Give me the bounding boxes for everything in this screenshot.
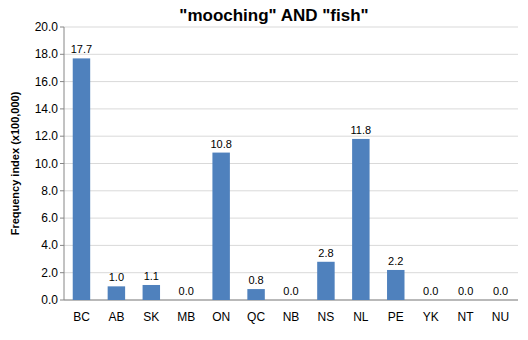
bar: [387, 270, 404, 300]
data-label: 2.8: [318, 247, 333, 259]
data-label: 2.2: [388, 255, 403, 267]
bar: [73, 58, 90, 300]
tick-label: 0.0: [41, 293, 58, 307]
category-label: ON: [212, 310, 230, 324]
data-label: 0.0: [493, 285, 508, 297]
y-axis-label: Frequency index (x100,000): [9, 91, 21, 235]
grid-line: [64, 300, 518, 301]
tick-label: 20.0: [35, 20, 59, 34]
grid-line: [64, 54, 518, 55]
category-label: NS: [318, 310, 335, 324]
grid-line: [64, 163, 518, 164]
category-label: PE: [388, 310, 404, 324]
y-axis: [64, 27, 65, 300]
bar: [422, 300, 439, 301]
category-label: QC: [247, 310, 265, 324]
tick-mark: [60, 218, 64, 219]
bar: [178, 300, 195, 301]
category-label: NU: [492, 310, 509, 324]
tick-label: 10.0: [35, 157, 59, 171]
bar: [143, 285, 160, 300]
tick-label: 6.0: [41, 211, 58, 225]
category-label: NL: [353, 310, 369, 324]
tick-label: 18.0: [35, 47, 59, 61]
data-label: 0.0: [179, 285, 194, 297]
grid-line: [64, 272, 518, 273]
tick-mark: [60, 272, 64, 273]
bar: [492, 300, 509, 301]
tick-mark: [60, 108, 64, 109]
bars: [73, 58, 405, 300]
bar: [457, 300, 474, 301]
title: "mooching" AND "fish": [179, 6, 368, 25]
bar: [108, 286, 125, 300]
data-label: 10.8: [210, 138, 231, 150]
bar: [317, 262, 334, 300]
tick-mark: [60, 54, 64, 55]
category-label: AB: [108, 310, 124, 324]
tick-mark: [60, 190, 64, 191]
chart: "mooching" AND "fish" Frequency index (x1…: [0, 0, 528, 340]
tick-mark: [60, 136, 64, 137]
category-label: SK: [143, 310, 159, 324]
grid-line: [64, 27, 518, 28]
grid-line: [64, 108, 518, 109]
bar: [352, 139, 369, 300]
data-label: 0.0: [423, 285, 438, 297]
bar: [212, 153, 229, 300]
tick-mark: [60, 27, 64, 28]
tick-label: 8.0: [41, 184, 58, 198]
grid-line: [64, 218, 518, 219]
category-label: NB: [283, 310, 300, 324]
tick-label: 14.0: [35, 102, 59, 116]
data-label: 0.0: [458, 285, 473, 297]
tick-mark: [60, 245, 64, 246]
tick-label: 16.0: [35, 75, 59, 89]
category-label: BC: [73, 310, 90, 324]
bar: [282, 300, 299, 301]
category-label: YK: [423, 310, 439, 324]
data-label: 17.7: [71, 43, 92, 55]
category-label: MB: [177, 310, 195, 324]
tick-mark: [60, 163, 64, 164]
tick-label: 2.0: [41, 266, 58, 280]
category-label: NT: [458, 310, 475, 324]
tick-label: 12.0: [35, 129, 59, 143]
grid-line: [64, 190, 518, 191]
grid-line: [64, 245, 518, 246]
data-label: 1.1: [144, 270, 159, 282]
tick-mark: [60, 81, 64, 82]
tick-label: 4.0: [41, 238, 58, 252]
data-label: 1.0: [109, 271, 124, 283]
grid-line: [64, 81, 518, 82]
data-label: 11.8: [351, 124, 372, 136]
tick-mark: [60, 300, 64, 301]
bar: [247, 289, 264, 300]
data-label: 0.8: [248, 274, 263, 286]
data-label: 0.0: [283, 285, 298, 297]
x-axis: [64, 300, 518, 301]
grid-line: [64, 136, 518, 137]
